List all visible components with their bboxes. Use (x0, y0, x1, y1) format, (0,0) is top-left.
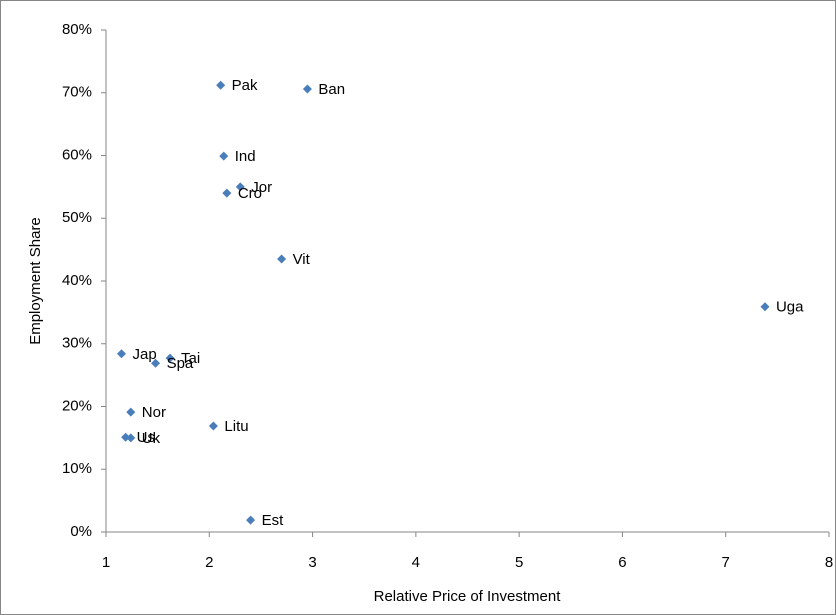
point-label: Nor (142, 404, 166, 421)
point (116, 349, 126, 359)
x-tick-label: 8 (825, 554, 833, 571)
x-tick-label: 5 (515, 554, 523, 571)
point-label: Spa (167, 355, 194, 372)
point (126, 407, 136, 417)
x-axis-title: Relative Price of Investment (374, 588, 562, 605)
y-tick-label: 10% (62, 460, 92, 477)
point-label: Litu (224, 418, 248, 435)
point (219, 151, 229, 161)
y-tick-label: 40% (62, 272, 92, 289)
point-label: Uga (776, 299, 804, 316)
point-label: Us (137, 429, 155, 446)
point-label: Ban (318, 81, 345, 98)
point (277, 254, 287, 264)
point (235, 182, 245, 192)
x-tick-label: 4 (412, 554, 420, 571)
point-label: Tai (181, 350, 200, 367)
point (121, 432, 131, 442)
y-axis-title: Employment Share (27, 217, 44, 345)
point-label: Jor (251, 179, 272, 196)
x-tick-label: 1 (102, 554, 110, 571)
point (165, 353, 175, 363)
point-label: Jap (132, 346, 156, 363)
y-tick-label: 0% (70, 523, 92, 540)
point (760, 302, 770, 312)
point (216, 80, 226, 90)
x-tick-label: 6 (618, 554, 626, 571)
y-tick-label: 20% (62, 397, 92, 414)
point (302, 84, 312, 94)
point-label: Ind (235, 148, 256, 165)
y-tick-label: 70% (62, 84, 92, 101)
y-tick-label: 60% (62, 146, 92, 163)
point-label: Uk (142, 430, 161, 447)
x-tick-label: 2 (205, 554, 213, 571)
y-tick-label: 50% (62, 209, 92, 226)
y-tick-label: 80% (62, 21, 92, 38)
point-label: Cro (238, 185, 262, 202)
point-label: Vit (293, 251, 311, 268)
y-tick-label: 30% (62, 335, 92, 352)
x-tick-label: 7 (722, 554, 730, 571)
point (126, 433, 136, 443)
point (246, 515, 256, 525)
x-tick-label: 3 (308, 554, 316, 571)
point (208, 421, 218, 431)
point (222, 188, 232, 198)
point-label: Est (262, 512, 285, 529)
point-label: Pak (232, 77, 258, 94)
point (151, 358, 161, 368)
